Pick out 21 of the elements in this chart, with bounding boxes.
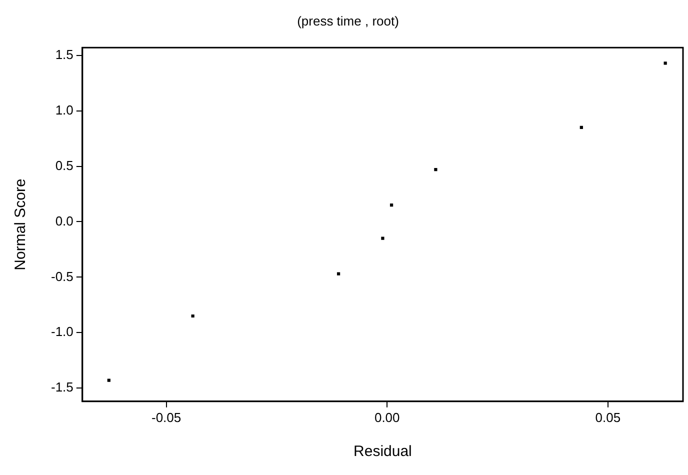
- y-tick-label: -1.5: [50, 380, 74, 395]
- point: [107, 378, 110, 382]
- chart-title: (press time , root): [297, 13, 399, 28]
- y-tick-label: 0.0: [55, 213, 74, 228]
- y-tick-label: -1.0: [50, 324, 74, 340]
- x-tick-label: -0.05: [151, 410, 182, 425]
- x-axis-title: Residual: [354, 443, 412, 460]
- point: [191, 314, 194, 318]
- point: [664, 62, 667, 65]
- point: [381, 236, 384, 240]
- point: [434, 168, 438, 172]
- point: [390, 204, 394, 207]
- y-axis-title: Normal Score: [12, 178, 30, 270]
- y-tick-label: 0.5: [55, 158, 74, 173]
- point: [580, 126, 583, 130]
- y-tick-label: 1.0: [55, 102, 74, 118]
- y-tick-label: -0.5: [50, 268, 74, 284]
- y-tick-label: 1.5: [55, 46, 74, 62]
- point: [336, 272, 340, 276]
- x-tick-label: 0.00: [374, 410, 400, 425]
- x-tick-label: 0.05: [595, 410, 621, 425]
